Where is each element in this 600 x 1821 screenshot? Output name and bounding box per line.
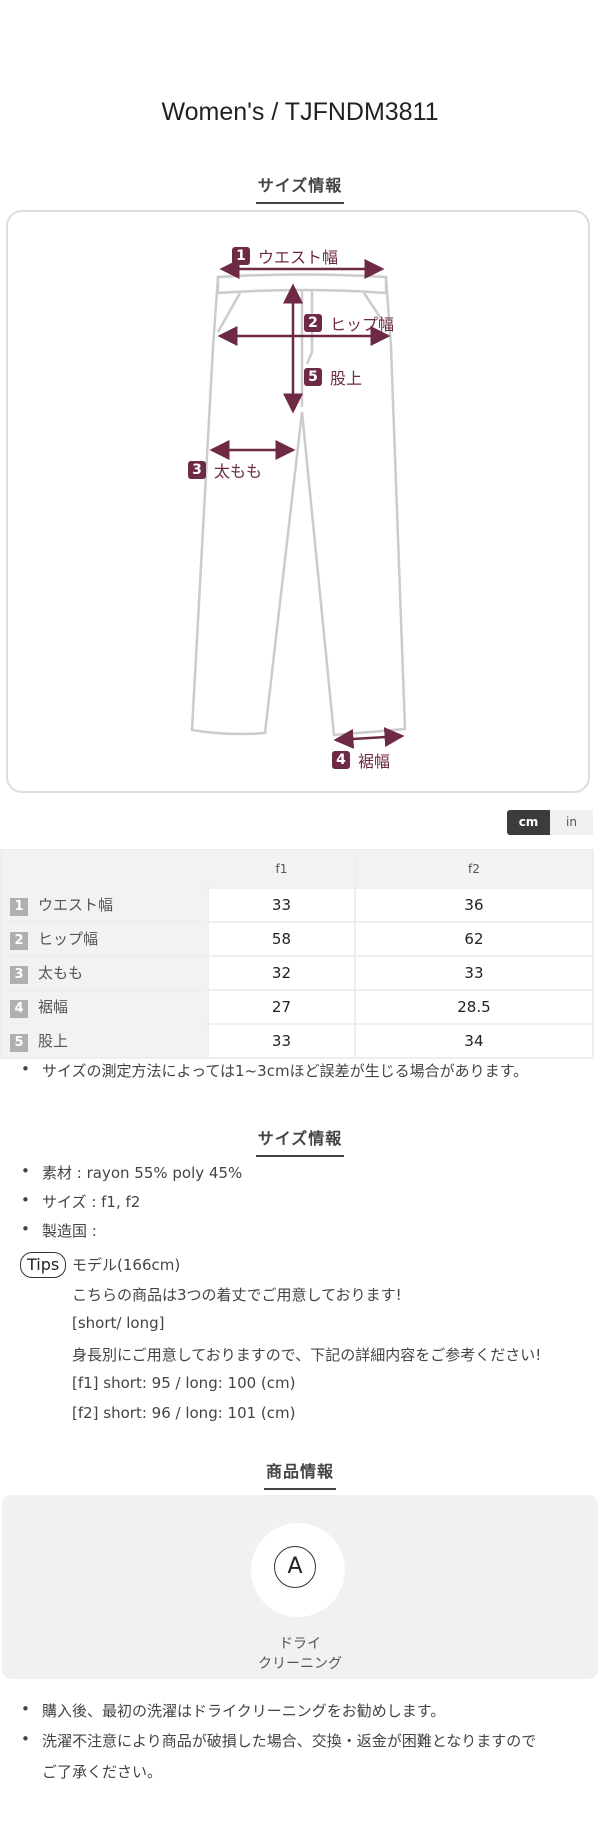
size-note: サイズの測定方法によっては1~3cmほど誤差が生じる場合があります。	[21, 1060, 528, 1081]
tips-badge: Tips	[20, 1252, 67, 1278]
section-heading-info: サイズ情報	[0, 1125, 600, 1157]
product-title: Women's / TJFNDM3811	[161, 98, 439, 126]
unit-toggle: cm in	[507, 810, 593, 835]
size-diagram: 1 ウエスト幅 2 ヒップ幅 3 太もも 4 裾幅 5 股上	[6, 210, 590, 793]
diagram-label-rise: 5 股上	[304, 365, 362, 389]
tips-line: こちらの商品は3つの着丈でご用意しております!	[72, 1286, 402, 1304]
unit-in-button[interactable]: in	[550, 810, 593, 835]
care-note-continued: ご了承ください。	[42, 1763, 163, 1781]
size-table: f1 f2 1 ウエスト幅 33 36 2 ヒップ幅 58 62 3 太もも 32 33 4 裾幅 27…	[0, 849, 595, 1059]
tips-line: 身長別にご用意しておりますので、下記の詳細内容をご参考ください!	[72, 1346, 542, 1364]
section-heading-size: サイズ情報	[0, 172, 600, 204]
tips-line: [f2] short: 96 / long: 101 (cm)	[72, 1404, 296, 1422]
care-label: クリーニング	[258, 1656, 342, 1672]
table-row: 4 裾幅 27 28.5	[0, 989, 595, 1025]
tips-line: モデル(166cm)	[72, 1256, 181, 1274]
dry-clean-icon: A	[274, 1546, 316, 1588]
table-row: 3 太もも 32 33	[0, 955, 595, 991]
unit-cm-button[interactable]: cm	[507, 810, 550, 835]
diagram-label-hem: 4 裾幅	[332, 748, 390, 772]
care-icon-circle: A	[251, 1523, 345, 1617]
care-note: 購入後、最初の洗濯はドライクリーニングをお勧めします。	[21, 1700, 445, 1721]
diagram-label-waist: 1 ウエスト幅	[232, 244, 338, 268]
care-note: 洗濯不注意により商品が破損した場合、交換・返金が困難となりますので	[21, 1730, 536, 1751]
diagram-label-hip: 2 ヒップ幅	[304, 311, 394, 335]
table-row: 2 ヒップ幅 58 62	[0, 921, 595, 957]
tips-line: [short/ long]	[72, 1314, 165, 1332]
info-item: サイズ : f1, f2	[21, 1191, 140, 1212]
info-item: 素材 : rayon 55% poly 45%	[21, 1162, 242, 1183]
tips-line: [f1] short: 95 / long: 100 (cm)	[72, 1374, 296, 1392]
table-header: f1 f2	[0, 849, 595, 889]
info-item: 製造国 :	[21, 1220, 97, 1241]
pants-illustration	[190, 259, 407, 749]
table-row: 1 ウエスト幅 33 36	[0, 887, 595, 923]
section-heading-product: 商品情報	[0, 1458, 600, 1490]
care-label: ドライ	[279, 1636, 321, 1652]
diagram-label-thigh: 3 太もも	[188, 458, 262, 482]
table-row: 5 股上 33 34	[0, 1023, 595, 1059]
